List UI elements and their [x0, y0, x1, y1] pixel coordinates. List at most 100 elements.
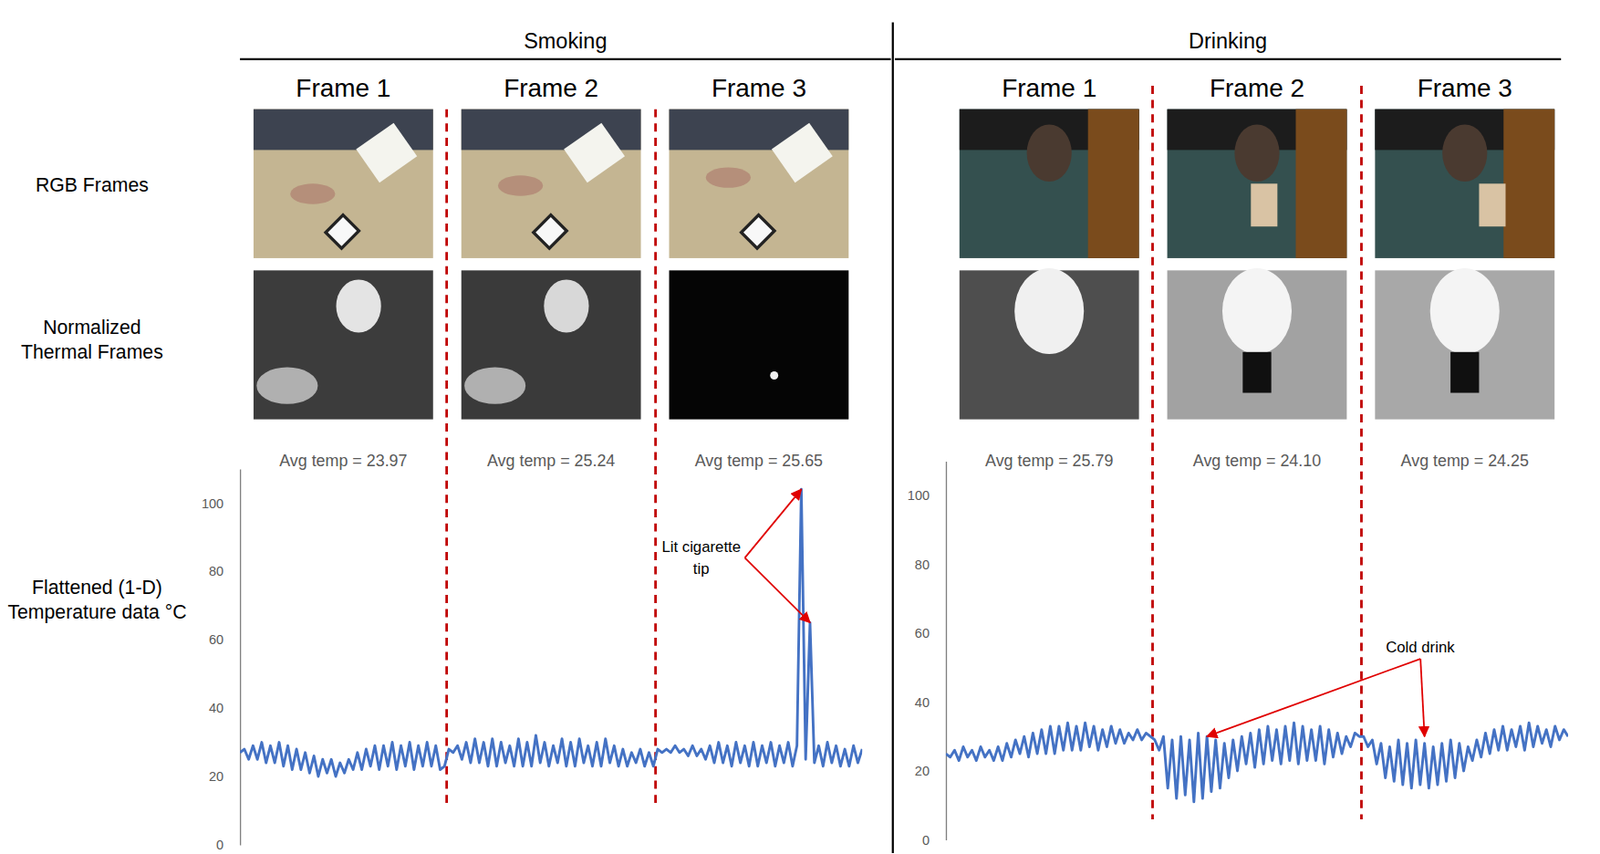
y-tick-label: 0: [922, 832, 930, 848]
thermal-frame: [959, 268, 1140, 420]
thermal-frame-bg: [461, 270, 642, 419]
thermal-frame-bg: [253, 270, 434, 419]
panel-title: Smoking: [523, 29, 607, 53]
rgb-frame-face: [1442, 124, 1487, 182]
row-label-line: Normalized: [42, 316, 141, 339]
y-tick: 20: [914, 763, 946, 779]
y-tick-label: 100: [201, 496, 224, 511]
plot-area: [945, 722, 1569, 802]
y-axis-line: [945, 461, 947, 841]
y-tick-label: 0: [216, 837, 224, 852]
rgb-frame-light: [563, 123, 625, 184]
row-label: NormalizedThermal Frames: [20, 316, 164, 364]
thermal-frame-warm: [1430, 268, 1500, 354]
rgb-frame: [253, 109, 434, 259]
y-tick-label: 80: [914, 557, 930, 572]
thermal-frame-warm: [1014, 268, 1084, 354]
rgb-frame-light: [771, 123, 833, 184]
y-tick: 60: [208, 632, 240, 647]
rgb-frame: [669, 109, 850, 259]
figure-svg: RGB FramesNormalizedThermal FramesSmokin…: [0, 0, 1600, 854]
thermal-frame: [461, 270, 642, 419]
rgb-frame-door: [1503, 109, 1555, 259]
panel: Smoking Frame 1 Avg temp = 23.97 Frame 2 Avg…: [7, 29, 891, 853]
y-tick: 40: [208, 700, 240, 716]
rgb-frame: [1167, 109, 1348, 259]
rgb-frame-door: [1088, 109, 1140, 259]
y-tick-label: 80: [208, 563, 224, 579]
annotation-arrow: [1206, 658, 1421, 737]
y-axis-line: [239, 468, 241, 845]
panel-title-rule: [239, 58, 891, 61]
annotation-line: tip: [693, 560, 710, 578]
rgb-frame: [461, 109, 642, 259]
y-tick-label: 60: [208, 632, 224, 647]
rgb-frame-face: [1027, 124, 1072, 182]
temperature-line: [239, 488, 863, 777]
rgb-frame-bg: [461, 109, 642, 259]
frame-title: Frame 2: [1209, 73, 1305, 103]
rgb-frame: [1374, 109, 1555, 259]
rgb-frame: [959, 109, 1140, 259]
y-axis-title: Flattened (1-D)Temperature data °C: [7, 576, 187, 624]
rgb-frame-hand: [290, 183, 335, 204]
thermal-frame-warm: [464, 367, 526, 405]
thermal-frame-warm: [543, 279, 589, 333]
rgb-frame-door: [1295, 109, 1347, 259]
frame-divider: [445, 109, 448, 810]
rgb-frame-bg: [1167, 109, 1348, 259]
plot-area: [239, 488, 863, 777]
y-tick-label: 20: [914, 763, 930, 779]
rgb-frame-bg: [959, 109, 1140, 259]
y-tick: 20: [208, 768, 240, 784]
row-label-line: RGB Frames: [35, 174, 149, 197]
frame-title: Frame 3: [1417, 73, 1513, 103]
thermal-frame-cold: [1242, 352, 1271, 394]
rgb-frame-light: [355, 123, 417, 184]
annotation-text: Cold drink: [1385, 638, 1455, 656]
y-tick-label: 40: [914, 695, 930, 710]
avg-temp-label: Avg temp = 25.24: [487, 451, 615, 470]
row-label-line: Thermal Frames: [20, 341, 164, 364]
y-tick: 40: [914, 695, 946, 710]
rgb-frame-object: [741, 215, 775, 249]
frame-title: Frame 1: [295, 73, 391, 103]
avg-temp-label: Avg temp = 24.10: [1193, 451, 1321, 470]
annotation-line: Lit cigarette: [661, 538, 741, 556]
y-axis-title-line: Flattened (1-D): [31, 576, 163, 599]
background: [0, 0, 1600, 854]
y-tick: 60: [914, 625, 946, 641]
y-tick: 100: [907, 488, 946, 503]
y-axis: 0 20 40 60 80 100: [201, 468, 241, 852]
rgb-frame-cup: [1250, 183, 1278, 227]
annotation-arrow: [745, 488, 802, 558]
annotation-line: Cold drink: [1385, 638, 1455, 656]
rgb-frame-hand: [498, 175, 543, 196]
y-tick: 0: [216, 837, 240, 852]
frame-title: Frame 2: [503, 73, 599, 103]
thermal-frame-hotspot: [769, 371, 779, 380]
y-tick: 100: [201, 496, 240, 511]
y-tick: 80: [914, 557, 946, 572]
frame-divider: [1360, 85, 1363, 820]
thermal-frame: [253, 270, 434, 419]
rgb-frame-bg: [669, 109, 850, 259]
panel-title-rule: [894, 58, 1561, 61]
avg-temp-label: Avg temp = 23.97: [279, 451, 407, 470]
frame-title: Frame 3: [711, 73, 807, 103]
frame-divider: [654, 109, 657, 810]
thermal-frame: [669, 270, 850, 419]
y-axis: 0 20 40 60 80 100: [907, 461, 947, 848]
rgb-frame-object: [533, 215, 567, 249]
panel-separator: [892, 22, 894, 853]
y-axis-title-line: Temperature data °C: [7, 601, 187, 624]
thermal-frame-warm: [1222, 268, 1292, 354]
y-tick-label: 20: [208, 768, 224, 784]
y-tick-label: 60: [914, 625, 930, 641]
avg-temp-label: Avg temp = 25.79: [985, 451, 1113, 470]
rgb-frame-bg: [253, 109, 434, 259]
avg-temp-label: Avg temp = 25.65: [695, 451, 823, 470]
annotation-text: Lit cigarette tip: [661, 538, 741, 579]
annotation-arrow: [745, 557, 811, 623]
row-label: RGB Frames: [35, 174, 149, 197]
